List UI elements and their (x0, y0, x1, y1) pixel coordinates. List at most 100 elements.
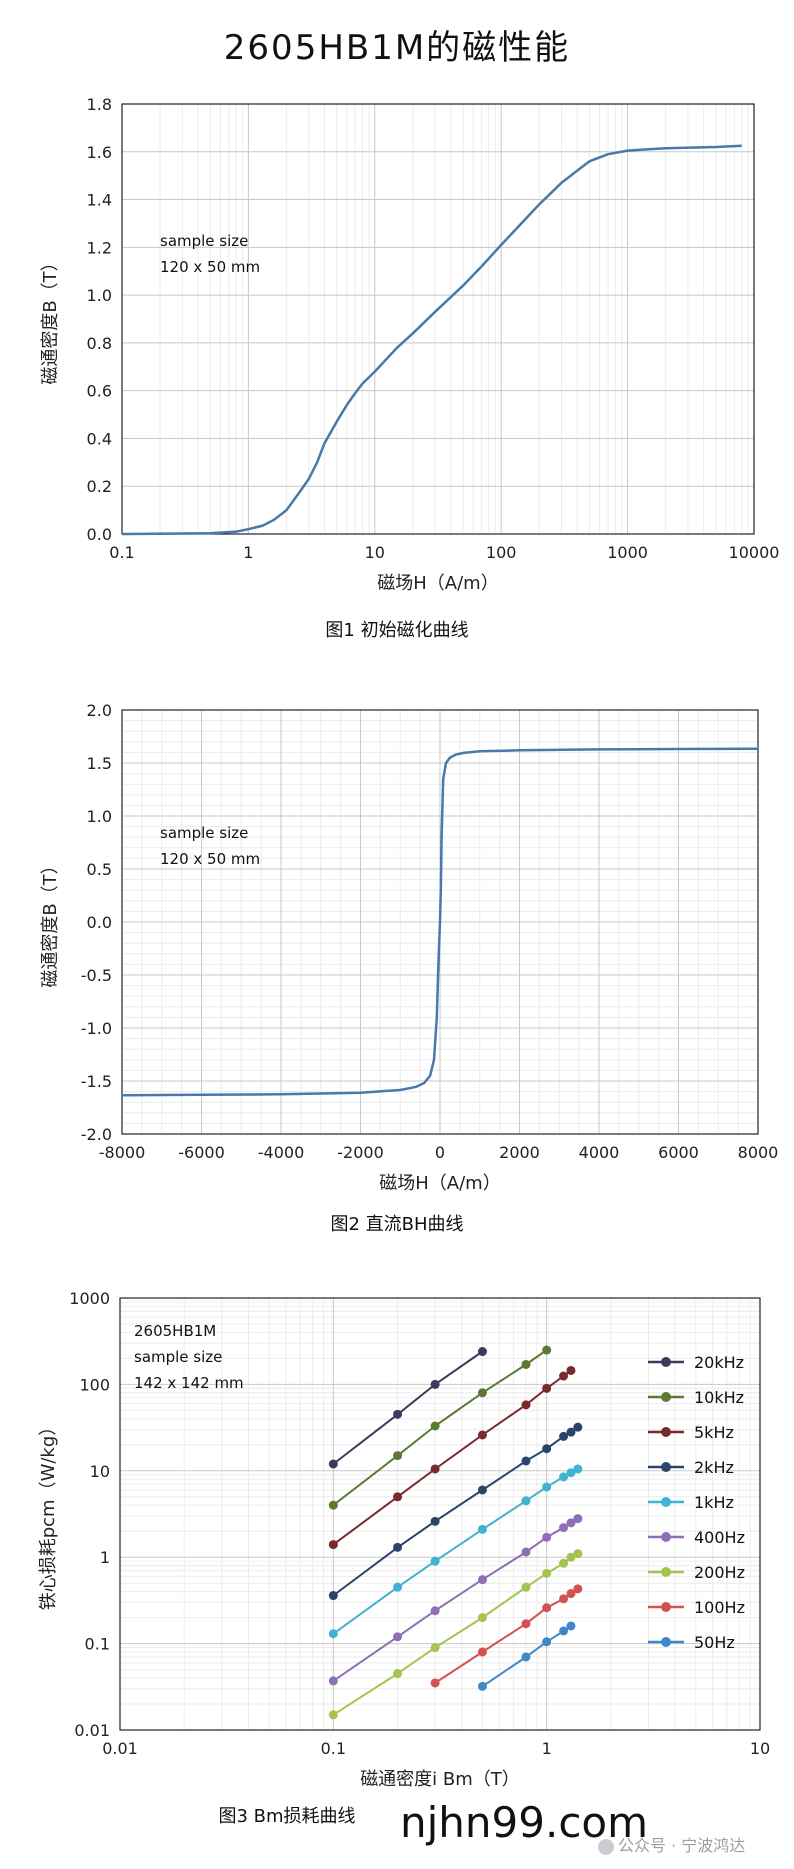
x-tick-label: 2000 (499, 1143, 540, 1162)
x-tick-label: -8000 (99, 1143, 146, 1162)
annotation-text: sample size (160, 824, 248, 842)
data-point (393, 1542, 403, 1552)
x-tick-label: 0 (435, 1143, 445, 1162)
y-tick-label: -2.0 (81, 1125, 112, 1144)
data-point (559, 1371, 569, 1381)
data-point (328, 1591, 338, 1601)
data-point (542, 1444, 552, 1454)
series-line (332, 1369, 572, 1546)
data-point (328, 1459, 338, 1469)
y-tick-label: 0.5 (87, 860, 112, 879)
y-tick-label: -1.0 (81, 1019, 112, 1038)
x-tick-label: -6000 (178, 1143, 225, 1162)
y-tick-label: 0.8 (87, 334, 112, 353)
data-point (559, 1523, 569, 1533)
data-point (328, 1629, 338, 1639)
y-tick-label: 0.01 (74, 1721, 110, 1740)
legend-entry: 2kHz (694, 1458, 734, 1477)
y-tick-label: 1.0 (87, 807, 112, 826)
data-point (430, 1556, 440, 1566)
series-line (332, 1350, 483, 1465)
y-tick-label: -0.5 (81, 966, 112, 985)
chart1-caption: 图1 初始磁化曲线 (325, 620, 469, 641)
x-tick-label: -2000 (337, 1143, 384, 1162)
y-tick-label: 2.0 (87, 701, 112, 720)
legend-entry: 200Hz (694, 1563, 745, 1582)
series-line (332, 1552, 579, 1716)
x-tick-label: 10 (750, 1739, 770, 1758)
legend-entry: 5kHz (694, 1423, 734, 1442)
data-point (477, 1485, 487, 1495)
x-axis-label: 磁场H（A/m） (379, 1173, 500, 1194)
x-tick-label: 10000 (729, 543, 780, 562)
initial-magnetization-chart: 0.1 1 10 100 1000 10000 0.0 0.2 0.4 0.6 0.8 1.0 1.2 1… (40, 95, 780, 594)
data-point (566, 1468, 576, 1478)
y-axis-label: 磁通密度B（T） (40, 856, 61, 987)
y-tick-label: 0.2 (87, 477, 112, 496)
x-axis-label: 磁通密度i Bm（T） (360, 1769, 520, 1790)
x-tick-label: -4000 (258, 1143, 305, 1162)
y-tick-label: 10 (90, 1462, 110, 1481)
plot-frame (121, 103, 755, 535)
data-point (430, 1464, 440, 1474)
data-point (573, 1464, 583, 1474)
grid (121, 103, 755, 535)
annotation-text: 120 x 50 mm (160, 258, 260, 276)
plot-frame (121, 709, 759, 1135)
data-point (542, 1482, 552, 1492)
y-tick-label: 1.0 (87, 286, 112, 305)
y-tick-label: 0.1 (85, 1635, 110, 1654)
data-point (521, 1582, 531, 1592)
data-point (393, 1669, 403, 1679)
series-line (332, 1349, 548, 1506)
y-axis-label: 磁通密度B（T） (40, 253, 61, 384)
data-point (393, 1409, 403, 1419)
legend-entry: 1kHz (694, 1493, 734, 1512)
x-tick-label: 0.01 (102, 1739, 138, 1758)
y-tick-label: 1000 (69, 1289, 110, 1308)
legend-entry: 10kHz (694, 1388, 744, 1407)
legend-marker (661, 1532, 671, 1542)
wechat-icon (598, 1838, 614, 1855)
y-tick-label: 1.4 (87, 191, 112, 210)
legend-marker (661, 1462, 671, 1472)
data-point (566, 1427, 576, 1437)
data-point (521, 1547, 531, 1557)
annotation-text: 120 x 50 mm (160, 850, 260, 868)
y-tick-label: 1.5 (87, 754, 112, 773)
legend-marker (661, 1567, 671, 1577)
data-point (521, 1359, 531, 1369)
data-point (566, 1621, 576, 1631)
data-point (477, 1430, 487, 1440)
data-point (542, 1383, 552, 1393)
page-title: 2605HB1M的磁性能 (223, 28, 571, 68)
data-point (542, 1345, 552, 1355)
annotation-text: sample size (134, 1348, 222, 1366)
annotation-text: sample size (160, 232, 248, 250)
data-point (542, 1603, 552, 1613)
data-point (328, 1710, 338, 1720)
data-point (477, 1347, 487, 1357)
annotation-text: 142 x 142 mm (134, 1374, 244, 1392)
data-point (328, 1500, 338, 1510)
y-tick-label: 1 (100, 1548, 110, 1567)
y-tick-label: 1.2 (87, 238, 112, 257)
y-tick-label: 1.6 (87, 143, 112, 162)
x-tick-label: 1 (243, 543, 253, 562)
data-point (559, 1626, 569, 1636)
y-axis-label: 铁心损耗pcm（W/kg） (38, 1418, 59, 1611)
data-point (559, 1472, 569, 1482)
data-point (477, 1575, 487, 1585)
x-tick-label: 8000 (738, 1143, 779, 1162)
legend-marker (661, 1357, 671, 1367)
data-point (559, 1558, 569, 1568)
x-tick-label: 6000 (658, 1143, 699, 1162)
data-point (393, 1582, 403, 1592)
chart2-caption: 图2 直流BH曲线 (330, 1214, 464, 1235)
data-point (542, 1637, 552, 1647)
legend-entry: 20kHz (694, 1353, 744, 1372)
data-point (559, 1431, 569, 1441)
y-tick-label: 0.6 (87, 382, 112, 401)
data-point (430, 1379, 440, 1389)
data-point (430, 1678, 440, 1688)
